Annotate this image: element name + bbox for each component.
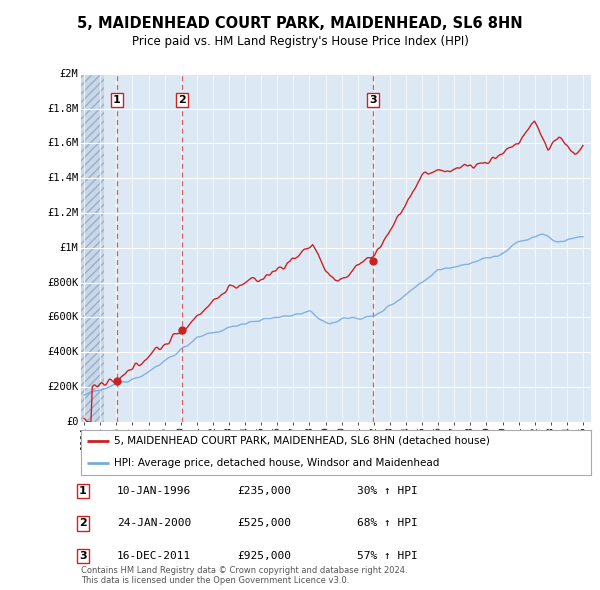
Text: 3: 3	[370, 95, 377, 105]
Text: 68% ↑ HPI: 68% ↑ HPI	[357, 519, 418, 528]
Text: £600K: £600K	[47, 313, 79, 322]
Text: £1.8M: £1.8M	[47, 104, 79, 113]
Text: 24-JAN-2000: 24-JAN-2000	[117, 519, 191, 528]
Text: £1.2M: £1.2M	[47, 208, 79, 218]
Text: £2M: £2M	[60, 69, 79, 78]
Text: Price paid vs. HM Land Registry's House Price Index (HPI): Price paid vs. HM Land Registry's House …	[131, 35, 469, 48]
Text: 2: 2	[178, 95, 186, 105]
Bar	[81, 74, 104, 422]
Text: £1M: £1M	[60, 243, 79, 253]
Text: 10-JAN-1996: 10-JAN-1996	[117, 486, 191, 496]
Text: 2: 2	[79, 519, 86, 528]
Text: 1: 1	[79, 486, 86, 496]
Text: 1: 1	[113, 95, 121, 105]
Text: 30% ↑ HPI: 30% ↑ HPI	[357, 486, 418, 496]
Text: £525,000: £525,000	[237, 519, 291, 528]
Text: £200K: £200K	[47, 382, 79, 392]
Text: £925,000: £925,000	[237, 551, 291, 560]
Text: 3: 3	[79, 551, 86, 560]
Text: £400K: £400K	[47, 348, 79, 357]
Text: £235,000: £235,000	[237, 486, 291, 496]
Text: 57% ↑ HPI: 57% ↑ HPI	[357, 551, 418, 560]
Text: 16-DEC-2011: 16-DEC-2011	[117, 551, 191, 560]
Text: £0: £0	[66, 417, 79, 427]
Text: Contains HM Land Registry data © Crown copyright and database right 2024.
This d: Contains HM Land Registry data © Crown c…	[81, 566, 407, 585]
Text: £1.6M: £1.6M	[47, 139, 79, 148]
Text: £1.4M: £1.4M	[47, 173, 79, 183]
Text: 5, MAIDENHEAD COURT PARK, MAIDENHEAD, SL6 8HN: 5, MAIDENHEAD COURT PARK, MAIDENHEAD, SL…	[77, 16, 523, 31]
Text: £800K: £800K	[47, 278, 79, 287]
Text: 5, MAIDENHEAD COURT PARK, MAIDENHEAD, SL6 8HN (detached house): 5, MAIDENHEAD COURT PARK, MAIDENHEAD, SL…	[114, 436, 490, 446]
Text: HPI: Average price, detached house, Windsor and Maidenhead: HPI: Average price, detached house, Wind…	[114, 458, 440, 468]
